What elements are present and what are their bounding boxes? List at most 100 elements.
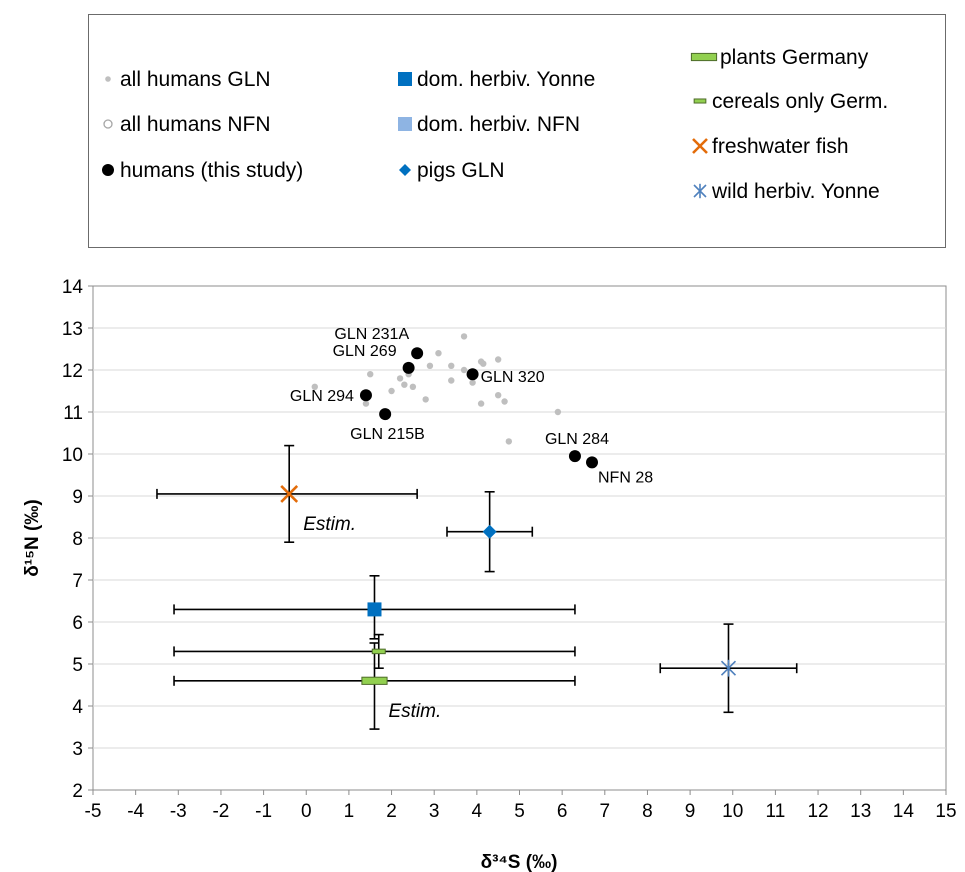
legend-marker (693, 183, 707, 199)
point-label: GLN 215B (350, 426, 425, 443)
point-label: GLN 284 (545, 431, 609, 448)
legend-label: dom. herbiv. Yonne (417, 68, 595, 91)
x-tick-label: -2 (212, 801, 229, 822)
x-tick-label: 3 (429, 801, 440, 822)
legend-item: wild herbiv. Yonne (693, 180, 880, 203)
legend-item: plants Germany (690, 46, 869, 69)
legend-marker (690, 52, 718, 62)
point-label: GLN 231A (334, 326, 409, 343)
legend-marker (102, 164, 114, 176)
y-axis-title: δ¹⁵N (‰) (22, 499, 43, 576)
x-tick-label: 11 (766, 801, 786, 822)
y-tick-label: 14 (62, 277, 84, 298)
study-human-point (402, 361, 415, 374)
x-tick-label: 5 (514, 801, 525, 822)
x-tick-label: 6 (557, 801, 568, 822)
pigs-marker (482, 524, 497, 539)
legend-label: all humans GLN (120, 68, 271, 91)
point-label: GLN 294 (290, 388, 354, 405)
x-tick-label: -3 (170, 801, 187, 822)
legend-item: pigs GLN (399, 159, 505, 182)
legend-item: all humans GLN (105, 68, 271, 91)
study-human-point (568, 450, 581, 463)
y-tick-label: 10 (62, 445, 83, 466)
x-stroke (280, 484, 299, 503)
y-tick-label: 13 (62, 319, 83, 340)
x-tick-label: -5 (85, 801, 102, 822)
legend-item: freshwater fish (692, 135, 849, 158)
x-tick-label: 4 (472, 801, 483, 822)
y-tick-label: 9 (72, 487, 83, 508)
study-human-point (411, 347, 424, 360)
gln-human-point (477, 400, 485, 407)
gln-human-point (426, 362, 434, 369)
legend-item: cereals only Germ. (693, 90, 888, 113)
y-tick-label: 5 (72, 655, 83, 676)
y-tick-label: 2 (72, 781, 83, 802)
y-tick-label: 12 (62, 361, 83, 382)
gln-human-point (362, 400, 370, 407)
gln-human-point (435, 350, 442, 357)
gln-human-point (494, 392, 502, 399)
gln-human-point (554, 408, 562, 416)
gln-human-point (401, 381, 408, 388)
x-tick-label: 13 (850, 801, 871, 822)
gln-human-point (494, 356, 502, 363)
estim-annotation: Estim. (388, 701, 441, 722)
y-tick-label: 3 (72, 739, 83, 760)
x-tick-label: 14 (893, 801, 915, 822)
legend-marker (398, 72, 412, 86)
legend-marker (692, 138, 708, 154)
legend-label: humans (this study) (120, 159, 303, 182)
x-tick-label: 0 (301, 801, 312, 822)
x-tick-labels: -5 -4 -3 -2 -1 0 1 2 3 4 5 6 7 8 9 10 11 12 13 14 15 (85, 801, 957, 822)
legend-label: all humans NFN (120, 113, 271, 136)
x-tick-label: 1 (344, 801, 355, 822)
legend-label: dom. herbiv. NFN (417, 113, 580, 136)
legend-marker (103, 119, 113, 129)
legend-marker (399, 164, 411, 176)
gln-human-point (396, 375, 404, 382)
wild-herbiv-marker (720, 659, 737, 677)
point-label: GLN 269 (333, 343, 397, 360)
study-human-point (466, 368, 479, 381)
legend-label: wild herbiv. Yonne (711, 180, 880, 203)
study-human-point (379, 408, 392, 421)
legend-marker (105, 76, 111, 82)
legend-item: humans (this study) (102, 159, 303, 182)
x-stroke (692, 138, 708, 154)
legend-item: all humans NFN (103, 113, 271, 136)
gln-human-point (409, 383, 417, 390)
gln-human-point (469, 379, 476, 386)
gln-human-point (480, 360, 487, 367)
legend-item: dom. herbiv. NFN (398, 113, 580, 136)
gln-human-point (422, 396, 429, 403)
x-axis-title: δ³⁴S (‰) (481, 852, 558, 872)
gln-human-point (311, 383, 318, 390)
legend-label: freshwater fish (712, 135, 849, 158)
legend-item: dom. herbiv. Yonne (398, 68, 595, 91)
y-tick-label: 7 (72, 571, 83, 592)
y-tick-label: 4 (72, 697, 83, 718)
x-tick-label: 7 (600, 801, 611, 822)
error-bars (156, 444, 798, 730)
legend-label: plants Germany (720, 46, 869, 69)
gln-human-point (448, 377, 455, 384)
gln-human-point (501, 398, 508, 405)
legend-label: cereals only Germ. (712, 90, 888, 113)
x-tick-label: 9 (685, 801, 696, 822)
gln-human-point (460, 333, 468, 340)
y-tick-label: 6 (72, 613, 83, 634)
point-label: GLN 320 (481, 369, 545, 386)
group-markers (280, 347, 737, 685)
estim-annotation: Estim. (303, 514, 356, 535)
x-tick-label: 8 (642, 801, 653, 822)
gln-human-point (448, 362, 455, 369)
y-tick-label: 11 (63, 403, 83, 424)
legend-entries: all humans GLN all humans NFN humans (this… (102, 46, 888, 203)
plants-marker (361, 676, 388, 685)
fish-marker (280, 484, 299, 503)
cereals-marker (371, 648, 386, 655)
